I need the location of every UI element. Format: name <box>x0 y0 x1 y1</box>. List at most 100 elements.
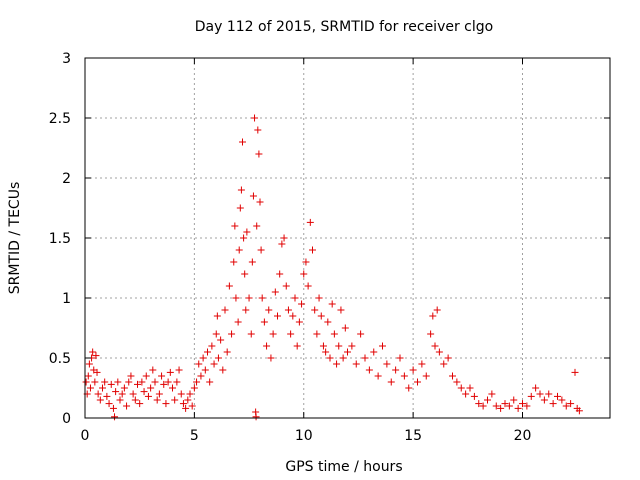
data-point <box>514 404 522 412</box>
data-point <box>263 342 271 350</box>
y-tick-label: 0.5 <box>49 351 71 367</box>
data-point <box>341 324 349 332</box>
data-point <box>248 258 256 266</box>
data-point <box>136 400 144 408</box>
data-point <box>554 392 561 400</box>
y-tick-label: 2 <box>62 171 71 187</box>
data-point <box>206 378 214 386</box>
data-point <box>190 384 198 392</box>
data-point <box>311 306 319 314</box>
data-point <box>344 348 351 356</box>
data-point <box>418 360 426 368</box>
data-point <box>93 368 101 376</box>
data-point <box>575 407 583 415</box>
data-point <box>352 360 360 368</box>
data-point <box>232 294 240 302</box>
data-point <box>462 390 470 398</box>
data-point <box>243 228 251 236</box>
data-point <box>103 392 111 400</box>
data-point <box>256 198 264 206</box>
data-point <box>291 294 299 302</box>
data-point <box>315 294 323 302</box>
x-tick-label: 0 <box>81 428 90 444</box>
data-point <box>195 360 203 368</box>
data-point <box>179 400 187 408</box>
data-point <box>330 330 338 338</box>
chart-title: Day 112 of 2015, SRMTID for receiver clg… <box>195 19 493 35</box>
data-point <box>510 396 518 404</box>
data-point <box>470 392 478 400</box>
data-point <box>186 390 194 398</box>
data-point <box>151 378 159 386</box>
data-point <box>217 336 225 344</box>
data-point <box>197 372 205 380</box>
data-point <box>357 330 365 338</box>
data-point <box>287 330 295 338</box>
data-point <box>370 348 378 356</box>
data-point <box>414 378 421 386</box>
data-point <box>86 384 94 392</box>
data-point <box>298 300 306 308</box>
data-point <box>134 380 141 388</box>
data-point <box>348 342 356 350</box>
data-point <box>339 354 347 362</box>
data-point <box>208 342 216 350</box>
data-point <box>453 378 461 386</box>
data-point <box>475 400 483 408</box>
data-point <box>562 402 570 410</box>
data-point <box>302 258 310 266</box>
data-point <box>155 390 163 398</box>
data-point <box>169 384 176 392</box>
data-point <box>440 360 448 368</box>
data-point <box>328 300 336 308</box>
y-tick-label: 2.5 <box>49 111 71 127</box>
data-point <box>309 246 316 254</box>
data-point <box>361 354 369 362</box>
data-point <box>306 218 314 226</box>
data-point <box>337 306 345 314</box>
data-point <box>249 192 257 200</box>
data-point <box>184 396 192 404</box>
data-point <box>127 372 135 380</box>
data-point <box>105 400 113 408</box>
data-point <box>247 330 255 338</box>
data-point <box>234 318 242 326</box>
x-tick-label: 15 <box>404 428 422 444</box>
data-point <box>387 378 395 386</box>
x-tick-label: 5 <box>190 428 199 444</box>
data-point <box>245 294 253 302</box>
data-point <box>383 360 391 368</box>
data-point <box>175 366 183 374</box>
data-point <box>140 388 148 396</box>
data-point <box>164 378 172 386</box>
data-point <box>265 306 273 314</box>
data-point <box>162 400 170 408</box>
data-point <box>505 402 513 410</box>
data-point <box>284 306 292 314</box>
y-tick-label: 0 <box>62 411 71 427</box>
data-point <box>109 404 117 412</box>
data-point <box>322 348 330 356</box>
data-point <box>433 306 441 314</box>
data-point <box>335 342 343 350</box>
data-point <box>239 138 246 146</box>
data-point <box>230 258 238 266</box>
data-point <box>101 378 109 386</box>
data-points <box>82 114 583 421</box>
data-point <box>571 368 579 376</box>
data-point <box>427 330 435 338</box>
data-point <box>254 126 262 134</box>
data-point <box>236 204 244 212</box>
data-point <box>166 368 174 376</box>
data-point <box>260 318 268 326</box>
data-point <box>558 396 566 404</box>
data-point <box>492 402 500 410</box>
y-axis-title: SRMTID / TECUs <box>7 182 23 295</box>
data-point <box>479 402 487 410</box>
data-point <box>255 150 263 158</box>
data-point <box>188 402 196 410</box>
data-point <box>153 396 161 404</box>
data-point <box>214 354 222 362</box>
data-point <box>466 384 474 392</box>
